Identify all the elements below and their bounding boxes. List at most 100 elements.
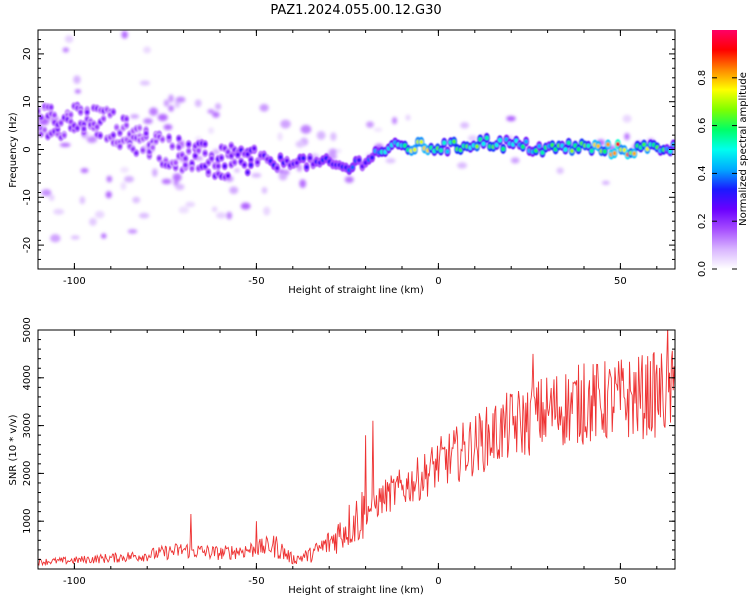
heatmap-cell xyxy=(586,143,591,148)
heatmap-cell xyxy=(524,139,529,144)
colorbar-tick-label: 0.6 xyxy=(697,118,708,134)
heatmap-cell xyxy=(147,149,152,154)
heatmap-cell xyxy=(438,148,443,153)
heatmap-cell xyxy=(336,148,342,154)
heatmap-cell xyxy=(307,155,312,161)
heatmap-cell xyxy=(601,180,610,185)
y-tick-label-snr: 5000 xyxy=(22,317,33,342)
heatmap-cell xyxy=(248,162,253,168)
heatmap-cell xyxy=(86,136,97,143)
heatmap-ridge-group xyxy=(38,101,675,182)
heatmap-cell xyxy=(226,173,231,178)
heatmap-cell xyxy=(497,138,502,143)
x-tick-label-snr: -50 xyxy=(248,576,264,587)
heatmap-cell xyxy=(58,120,63,126)
heatmap-cell xyxy=(176,144,181,150)
heatmap-cell xyxy=(474,144,479,149)
heatmap-cell xyxy=(219,155,224,161)
heatmap-cell xyxy=(196,148,201,153)
heatmap-cell xyxy=(50,234,61,243)
heatmap-cell xyxy=(457,162,468,169)
heatmap-cell xyxy=(385,158,396,164)
colorbar-tick-label: 0.8 xyxy=(697,70,708,86)
heatmap-cell xyxy=(211,206,218,212)
colorbar-ticks: 0.0 0.2 0.4 0.6 0.8 xyxy=(697,70,737,277)
snr-line-layer xyxy=(38,330,675,567)
heatmap-cell xyxy=(284,158,289,163)
heatmap-cell xyxy=(350,165,355,170)
heatmap-cell xyxy=(62,47,70,53)
heatmap-cell xyxy=(185,201,196,208)
heatmap-cell xyxy=(442,140,447,145)
heatmap-cell xyxy=(183,156,188,161)
heatmap-cell xyxy=(101,116,106,121)
heatmap-cell xyxy=(606,142,611,147)
y-tick-label-heatmap: -20 xyxy=(22,237,33,253)
heatmap-cell xyxy=(240,202,251,210)
heatmap-cell xyxy=(216,212,227,219)
heatmap-cell xyxy=(117,130,122,136)
heatmap-cell xyxy=(242,162,247,168)
x-tick-label-heatmap: -100 xyxy=(63,276,86,287)
heatmap-cell xyxy=(139,80,151,86)
heatmap-cell xyxy=(252,146,257,151)
heatmap-cell xyxy=(484,135,489,141)
heatmap-cell xyxy=(140,148,145,153)
heatmap-cell xyxy=(357,157,362,163)
heatmap-cell xyxy=(106,175,113,183)
heatmap-cell xyxy=(85,109,90,115)
heatmap-cell xyxy=(68,112,73,117)
heatmap-cell xyxy=(176,136,181,141)
heatmap-cell xyxy=(520,144,525,149)
heatmap-cell xyxy=(186,142,191,147)
y-tick-label-snr: 2000 xyxy=(22,461,33,486)
heatmap-cell xyxy=(163,99,169,107)
y-tick-label-heatmap: 20 xyxy=(22,48,33,61)
heatmap-cell xyxy=(74,89,81,94)
heatmap-cell xyxy=(59,142,71,148)
snr-series-line xyxy=(38,330,675,567)
heatmap-cells xyxy=(38,16,675,243)
x-tick-label-heatmap: 50 xyxy=(614,276,627,287)
heatmap-cell xyxy=(445,149,450,154)
y-tick-label-snr: 4000 xyxy=(22,365,33,390)
heatmap-cell xyxy=(481,141,486,147)
heatmap-cell xyxy=(105,191,112,199)
heatmap-cell xyxy=(405,114,411,121)
heatmap-cell xyxy=(173,160,178,165)
colorbar-label: Normalized spectral amplitude xyxy=(738,72,749,226)
heatmap-cell xyxy=(121,30,128,39)
heatmap-cell xyxy=(226,149,231,155)
heatmap-cell xyxy=(316,130,326,140)
heatmap-cell xyxy=(78,109,83,115)
heatmap-cell xyxy=(412,147,417,152)
heatmap-cell xyxy=(206,169,211,175)
heatmap-cell xyxy=(183,162,188,168)
heatmap-cell xyxy=(111,109,116,115)
heatmap-cell xyxy=(52,113,57,118)
y-tick-label-heatmap: 0 xyxy=(22,146,33,152)
heatmap-cell xyxy=(150,145,155,150)
heatmap-cell xyxy=(74,16,81,25)
snr-panel: -100 -50 0 50 1000 2000 3000 4000 5000 Height of… xyxy=(8,317,676,596)
heatmap-cell xyxy=(80,168,89,174)
heatmap-cell xyxy=(563,147,568,152)
heatmap-cell xyxy=(203,141,208,147)
heatmap-cell xyxy=(277,132,283,141)
x-tick-label-heatmap: -50 xyxy=(248,276,264,287)
heatmap-cell xyxy=(49,105,54,110)
heatmap-cell xyxy=(589,148,594,154)
heatmap-cell xyxy=(226,211,233,220)
heatmap-cell xyxy=(207,109,215,114)
heatmap-cell xyxy=(537,143,542,149)
heatmap-cell xyxy=(203,164,208,169)
heatmap-cell xyxy=(41,189,52,197)
heatmap-cell xyxy=(478,137,483,142)
heatmap-cell xyxy=(235,152,240,157)
heatmap-cell xyxy=(127,229,138,234)
heatmap-cell xyxy=(452,139,457,144)
y-tick-label-heatmap: 10 xyxy=(22,95,33,108)
heatmap-cell xyxy=(131,147,136,152)
